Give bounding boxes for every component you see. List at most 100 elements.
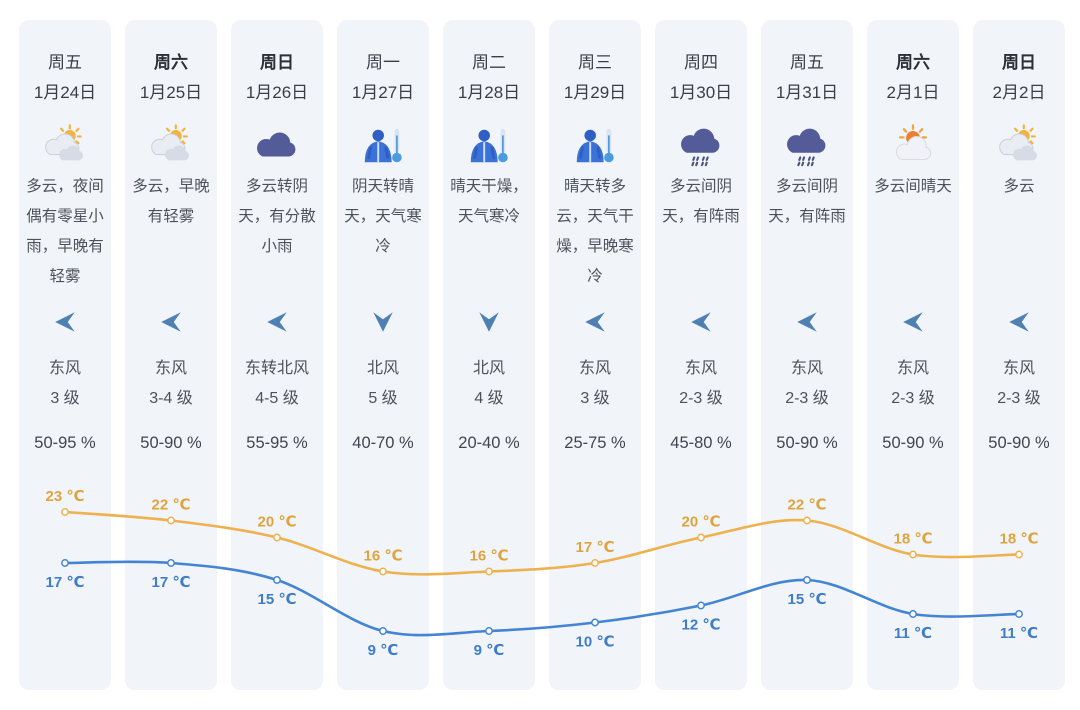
high-temp-point [1015,550,1023,559]
high-temp-value-label: 20 ℃ [257,514,296,531]
weekday-label: 周日 [260,53,294,72]
high-temp-value-label: 16 ℃ [363,548,402,565]
partly-cloudy-icon [151,124,190,161]
low-temp-value-label: 17 ℃ [45,574,84,591]
temperature-chart: 23 ℃ 22 ℃ 20 ℃ 16 ℃ 16 ℃ 17 ℃ 20 ℃ 22 ℃ 18 ℃ 18 ℃… [45,488,1038,659]
day-column: 周一 1月27日 阴天转晴天，天气寒冷 北风 5 级 40-70 % [337,20,429,690]
weather-icon [655,122,747,170]
weather-icon [761,122,853,170]
humidity-label: 55-95 % [246,434,308,452]
wind-level-label: 3-4 级 [149,390,193,407]
partly-cloudy-icon [45,124,84,161]
low-temp-value-label: 11 ℃ [1000,625,1038,642]
weather-icon [549,122,641,170]
weather-icon [443,122,535,170]
high-temp-value-label: 20 ℃ [681,514,720,531]
wind-arrow-down-icon [479,312,499,332]
humidity-label: 50-95 % [34,434,96,452]
weather-icon [125,122,217,170]
high-temp-point [379,567,387,576]
rain-icon [787,128,826,167]
cloudy-icon [257,132,296,157]
low-temp-line [64,560,1020,637]
low-temp-value-label: 10 ℃ [575,634,614,651]
sunny-cloudy-icon [896,124,932,160]
high-temp-value-label: 22 ℃ [151,497,190,514]
date-label: 1月29日 [563,83,627,102]
weather-description: 多云 [1003,178,1035,195]
weather-description: 多云，夜间偶有零星小雨，早晚有轻雾 [26,178,104,285]
day-column: 周四 1月30日 多云间阴天，有阵雨 东风 2-3 级 45-80 % [655,20,747,690]
low-temp-value-label: 15 ℃ [787,591,826,608]
weekday-label: 周四 [684,53,718,72]
weather-icon [231,122,323,170]
wind-level-label: 2-3 级 [891,390,935,407]
wind-direction-icon [655,308,747,336]
wind-direction-label: 北风 [472,360,505,377]
low-temp-point [803,576,811,584]
wind-arrow-left-icon [585,312,605,332]
high-temp-value-label: 18 ℃ [893,531,932,548]
date-label: 1月27日 [351,83,415,102]
cold-icon [470,128,508,163]
weather-description: 晴天转多云，天气干燥，早晚寒冷 [556,178,634,285]
day-column: 周日 1月26日 多云转阴天，有分散小雨 东转北风 4-5 级 55-95 % [231,20,323,690]
day-column: 周六 2月1日 多云间晴天 东风 2-3 级 50-90 % [867,20,959,690]
weekday-label: 周三 [578,53,612,72]
wind-level-label: 2-3 级 [997,390,1041,407]
partly-cloudy-icon [999,124,1038,161]
weather-description: 多云，早晚有轻雾 [132,178,210,225]
high-temp-value-label: 22 ℃ [787,497,826,514]
wind-arrow-left-icon [161,312,181,332]
date-label: 2月2日 [992,83,1046,102]
wind-level-label: 2-3 级 [679,390,723,407]
low-temp-point [697,601,705,610]
wind-direction-label: 东风 [896,360,929,377]
weekday-label: 周五 [48,53,82,72]
wind-direction-icon [761,308,853,336]
weather-icon [973,122,1065,170]
humidity-label: 20-40 % [458,434,520,452]
weather-description: 多云间阴天，有阵雨 [768,178,846,225]
wind-level-label: 4-5 级 [255,390,299,407]
high-temp-point [273,533,281,542]
low-temp-point [485,627,493,635]
high-temp-point [909,550,917,559]
humidity-label: 50-90 % [882,434,944,452]
wind-level-label: 5 级 [368,390,398,407]
wind-direction-label: 东风 [154,360,187,377]
wind-direction-icon [443,308,535,336]
wind-direction-icon [337,308,429,336]
low-temp-value-label: 9 ℃ [474,642,505,659]
wind-direction-icon [867,308,959,336]
humidity-label: 50-90 % [776,434,838,452]
day-column: 周三 1月29日 晴天转多云，天气干燥，早晚寒冷 东风 3 级 25-75 % [549,20,641,690]
wind-direction-icon [973,308,1065,336]
high-temp-point [485,567,493,576]
day-column: 周五 1月24日 多云，夜间偶有零星小雨，早晚有轻雾 东风 3 级 50-95 … [19,20,111,690]
wind-arrow-left-icon [903,312,923,332]
weather-icon [19,122,111,170]
rain-icon [681,128,720,167]
low-temp-point [1015,610,1023,618]
humidity-label: 25-75 % [564,434,626,452]
weekday-label: 周二 [472,53,506,72]
weather-description: 晴天干燥，天气寒冷 [450,178,528,225]
weather-description: 多云转阴天，有分散小雨 [238,178,316,255]
wind-direction-icon [231,308,323,336]
high-temp-point [591,559,599,567]
weather-icon [337,122,429,170]
weather-description: 阴天转晴天，天气寒冷 [344,178,422,255]
wind-direction-icon [549,308,641,336]
date-label: 1月24日 [33,83,97,102]
wind-arrow-left-icon [55,312,75,332]
low-temp-value-label: 12 ℃ [681,617,720,634]
day-columns: 周五 1月24日 多云，夜间偶有零星小雨，早晚有轻雾 东风 3 级 50-95 … [19,20,1065,690]
date-label: 1月30日 [669,83,733,102]
weather-description: 多云间晴天 [874,178,952,195]
wind-level-label: 3 级 [50,390,80,407]
wind-direction-icon [125,308,217,336]
wind-direction-label: 东风 [578,360,611,377]
wind-level-label: 2-3 级 [785,390,829,407]
high-temp-point [697,533,705,542]
